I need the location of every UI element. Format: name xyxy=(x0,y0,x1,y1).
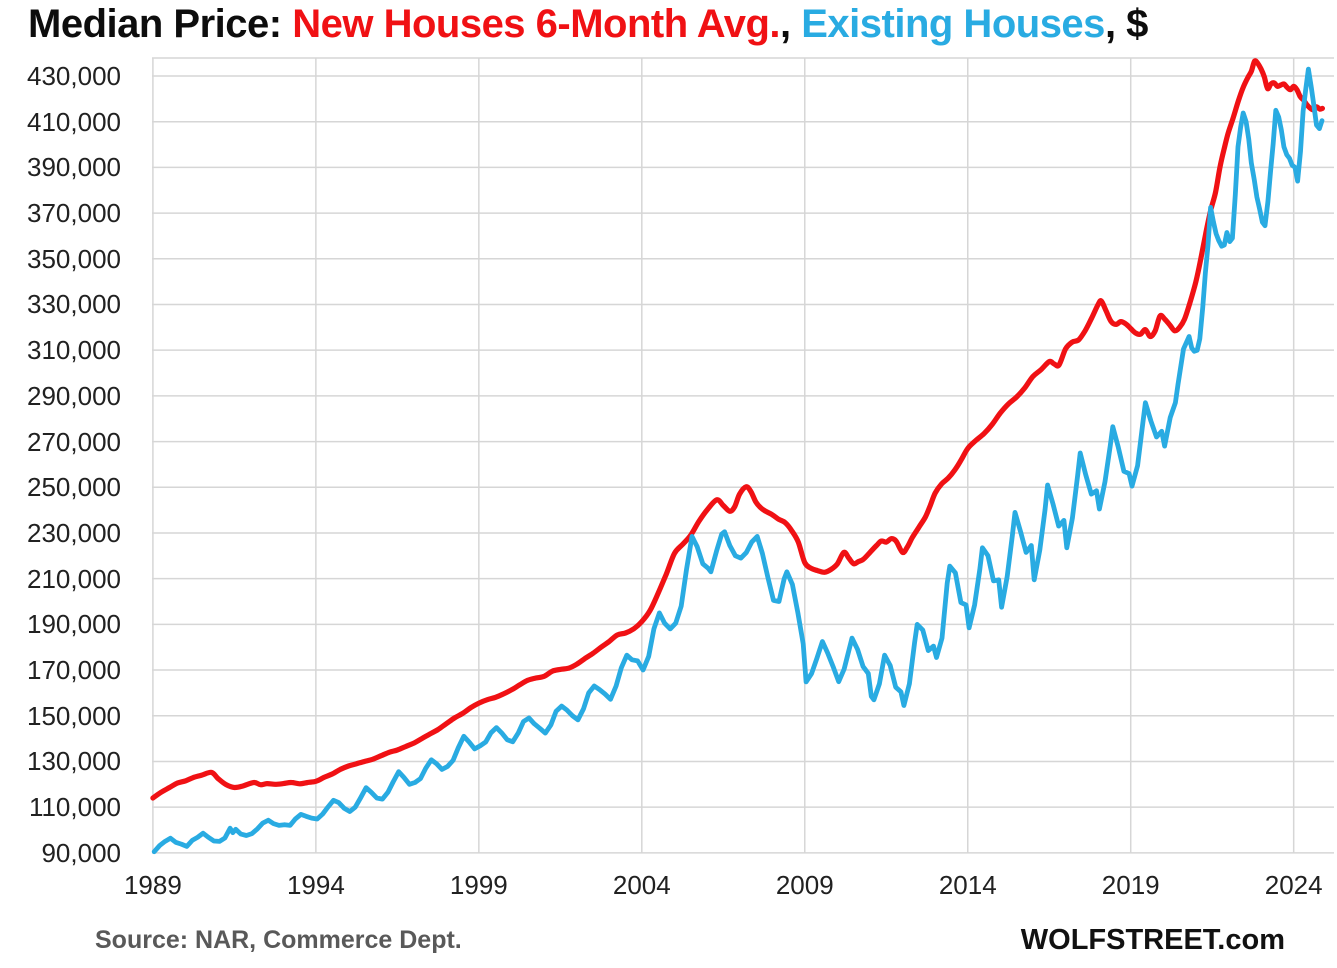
y-axis-label: 230,000 xyxy=(27,517,121,548)
x-axis-label: 2004 xyxy=(612,870,671,900)
x-axis-label: 2009 xyxy=(775,870,834,900)
y-axis-label: 310,000 xyxy=(27,335,121,366)
y-axis-label: 410,000 xyxy=(27,106,121,137)
title-prefix: Median Price: xyxy=(28,2,293,46)
y-axis-label: 270,000 xyxy=(27,426,121,457)
y-axis-label: 110,000 xyxy=(28,792,121,823)
y-axis-label: 170,000 xyxy=(27,655,121,686)
y-axis-label: 190,000 xyxy=(27,609,121,640)
x-axis-label: 1999 xyxy=(449,870,508,900)
y-axis-label: 370,000 xyxy=(27,198,121,229)
y-axis-label: 290,000 xyxy=(27,380,121,411)
x-axis-label: 2019 xyxy=(1101,870,1160,900)
y-axis-label: 430,000 xyxy=(27,61,121,91)
title-legend-existing-houses: Existing Houses xyxy=(801,2,1105,46)
y-axis-label: 90,000 xyxy=(41,837,121,868)
new-houses-line xyxy=(150,58,1325,801)
title-separator: , xyxy=(780,2,802,46)
x-axis-label: 1989 xyxy=(123,870,182,900)
source-note: Source: NAR, Commerce Dept. xyxy=(95,926,462,954)
y-axis-label: 150,000 xyxy=(27,700,121,731)
title-suffix: , $ xyxy=(1104,2,1148,46)
x-axis-label: 1994 xyxy=(286,870,345,900)
y-axis-label: 350,000 xyxy=(27,243,121,274)
existing-houses-line xyxy=(151,66,1325,855)
title-legend-new-houses: New Houses 6-Month Avg. xyxy=(292,2,780,46)
wolfstreet-brand: WOLFSTREET.com xyxy=(1020,924,1285,956)
y-axis-label: 390,000 xyxy=(27,152,121,183)
x-axis-label: 2014 xyxy=(938,870,997,900)
y-axis-label: 130,000 xyxy=(27,746,121,777)
x-axis-label: 2024 xyxy=(1264,870,1323,900)
y-axis-label: 330,000 xyxy=(27,289,121,320)
chart-title: Median Price: New Houses 6-Month Avg., E… xyxy=(28,2,1148,47)
y-axis-label: 210,000 xyxy=(27,563,121,594)
y-axis-label: 250,000 xyxy=(27,472,121,503)
